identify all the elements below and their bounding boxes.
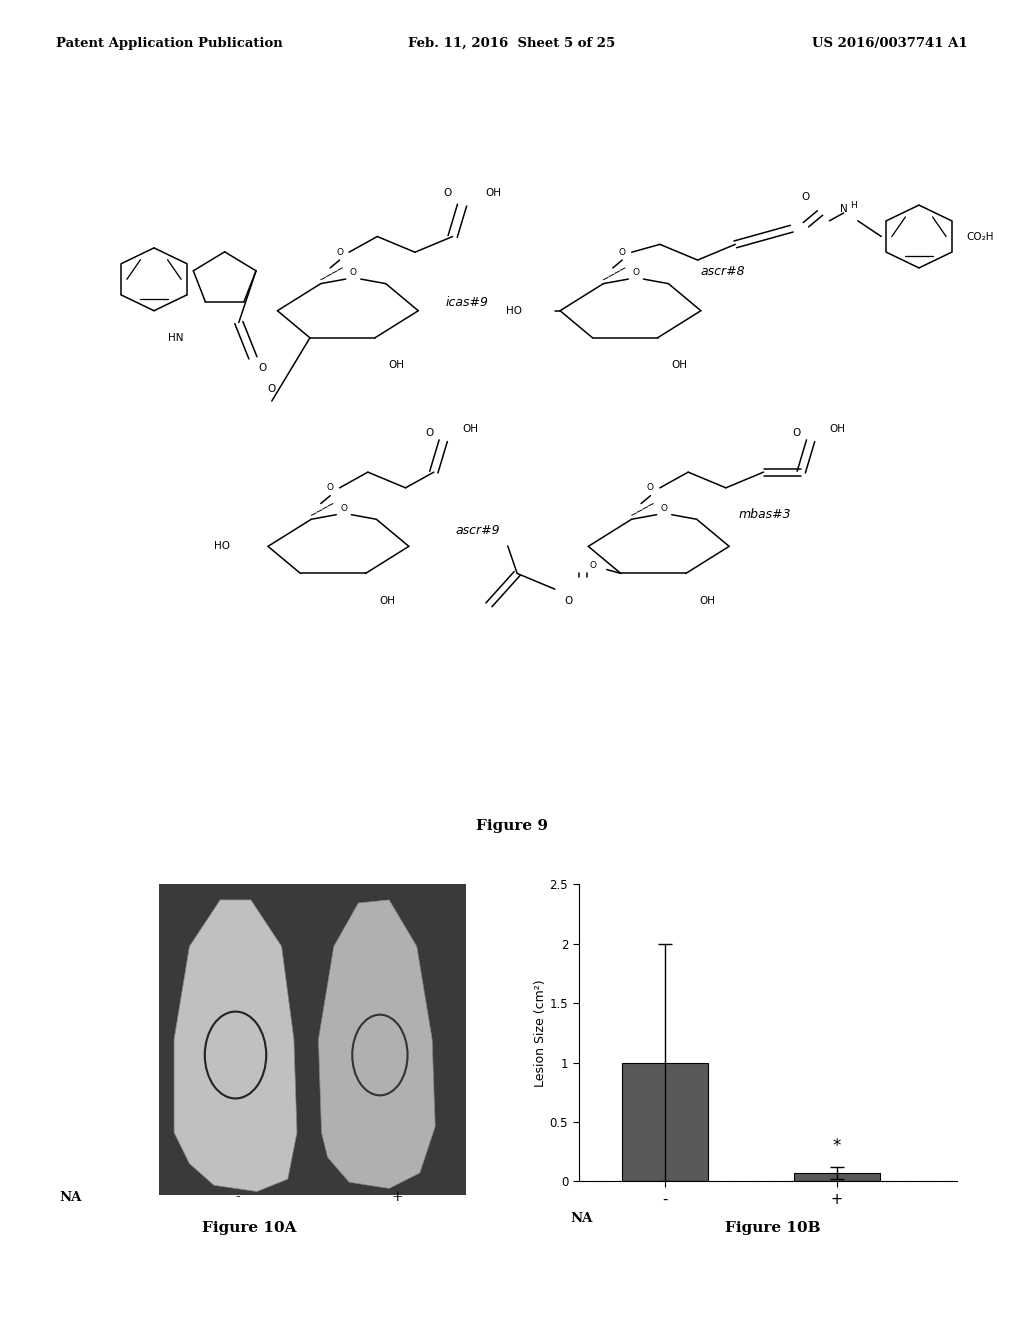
Text: O: O (258, 363, 266, 374)
Text: HO: HO (214, 541, 230, 552)
Text: O: O (793, 428, 801, 438)
Y-axis label: Lesion Size (cm²): Lesion Size (cm²) (534, 979, 547, 1086)
Text: O: O (589, 561, 596, 570)
Text: -: - (236, 1191, 240, 1204)
Text: O: O (340, 504, 347, 513)
Polygon shape (159, 884, 466, 1195)
Text: +: + (391, 1191, 403, 1204)
Bar (622, 1063, 708, 1181)
Text: O: O (336, 248, 343, 256)
Text: CO₂H: CO₂H (966, 231, 993, 242)
Text: O: O (660, 504, 668, 513)
Text: H: H (850, 201, 856, 210)
Text: O: O (633, 268, 639, 277)
Text: O: O (267, 384, 275, 395)
Text: mbas#3: mbas#3 (738, 508, 791, 521)
Text: Feb. 11, 2016  Sheet 5 of 25: Feb. 11, 2016 Sheet 5 of 25 (409, 37, 615, 50)
Text: OH: OH (829, 424, 846, 434)
Text: *: * (833, 1138, 841, 1155)
Text: Patent Application Publication: Patent Application Publication (56, 37, 283, 50)
Text: Figure 10A: Figure 10A (202, 1221, 296, 1234)
Text: O: O (350, 268, 356, 277)
Text: O: O (327, 483, 334, 492)
Text: HN: HN (168, 333, 183, 343)
Text: HO: HO (506, 306, 522, 315)
Text: O: O (802, 193, 810, 202)
Bar (794, 1173, 880, 1181)
Text: O: O (565, 595, 573, 606)
Text: O: O (425, 428, 433, 438)
Text: NA: NA (59, 1191, 82, 1204)
Polygon shape (174, 900, 297, 1192)
Polygon shape (318, 900, 435, 1188)
Text: O: O (647, 483, 654, 492)
Text: O: O (443, 189, 452, 198)
Text: Figure 10B: Figure 10B (725, 1221, 821, 1234)
Text: NA: NA (570, 1212, 592, 1225)
Text: OH: OH (485, 189, 502, 198)
Text: Figure 9: Figure 9 (476, 818, 548, 833)
Text: OH: OH (379, 595, 395, 606)
Text: US 2016/0037741 A1: US 2016/0037741 A1 (812, 37, 968, 50)
Text: OH: OH (699, 595, 716, 606)
Text: OH: OH (462, 424, 478, 434)
Text: ascr#8: ascr#8 (700, 265, 745, 279)
Text: O: O (618, 248, 626, 256)
Text: OH: OH (388, 360, 404, 371)
Text: OH: OH (671, 360, 687, 371)
Text: ascr#9: ascr#9 (456, 524, 500, 537)
Text: N: N (840, 205, 848, 214)
Text: icas#9: icas#9 (446, 297, 489, 309)
